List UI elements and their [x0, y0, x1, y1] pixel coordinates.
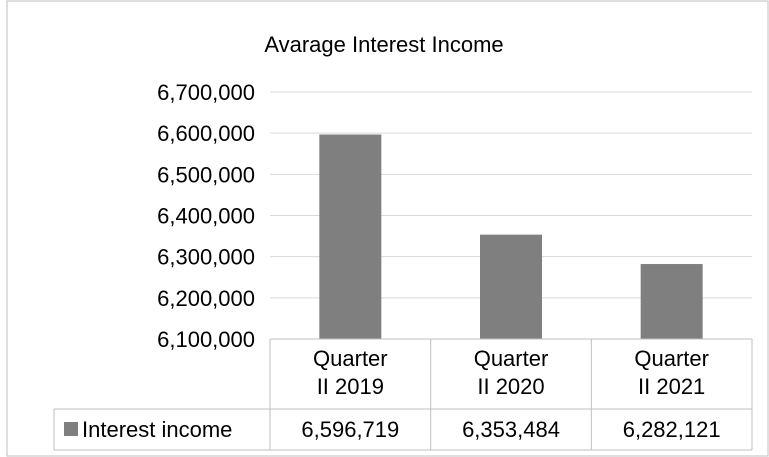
y-tick-label: 6,300,000: [157, 245, 255, 270]
legend-key: [64, 422, 78, 436]
y-tick-label: 6,100,000: [157, 327, 255, 352]
y-tick-label: 6,500,000: [157, 162, 255, 187]
bar: [640, 264, 703, 339]
x-category-label: II 2020: [477, 374, 544, 399]
bar: [319, 134, 382, 339]
y-axis-labels: 6,700,000 6,600,000 6,500,000 6,400,000 6,30…: [157, 80, 255, 352]
y-tick-label: 6,700,000: [157, 80, 255, 105]
legend-series-name: Interest income: [82, 417, 232, 442]
x-category-label: Quarter: [313, 346, 388, 371]
data-table: Quarter II 2019 Quarter II 2020 Quarter II 20…: [53, 338, 753, 451]
chart-border: [6, 0, 769, 457]
y-tick-label: 6,600,000: [157, 121, 255, 146]
table-value: 6,596,719: [301, 417, 399, 442]
x-category-label: Quarter: [474, 346, 549, 371]
bars: [319, 134, 703, 339]
table-value: 6,353,484: [462, 417, 560, 442]
y-tick-label: 6,400,000: [157, 204, 255, 229]
x-category-label: II 2021: [638, 374, 705, 399]
x-category-label: II 2019: [317, 374, 384, 399]
bar: [480, 234, 542, 339]
x-category-label: Quarter: [634, 346, 709, 371]
chart-title: Avarage Interest Income: [264, 32, 503, 57]
y-tick-label: 6,200,000: [157, 286, 255, 311]
table-value: 6,282,121: [623, 417, 721, 442]
